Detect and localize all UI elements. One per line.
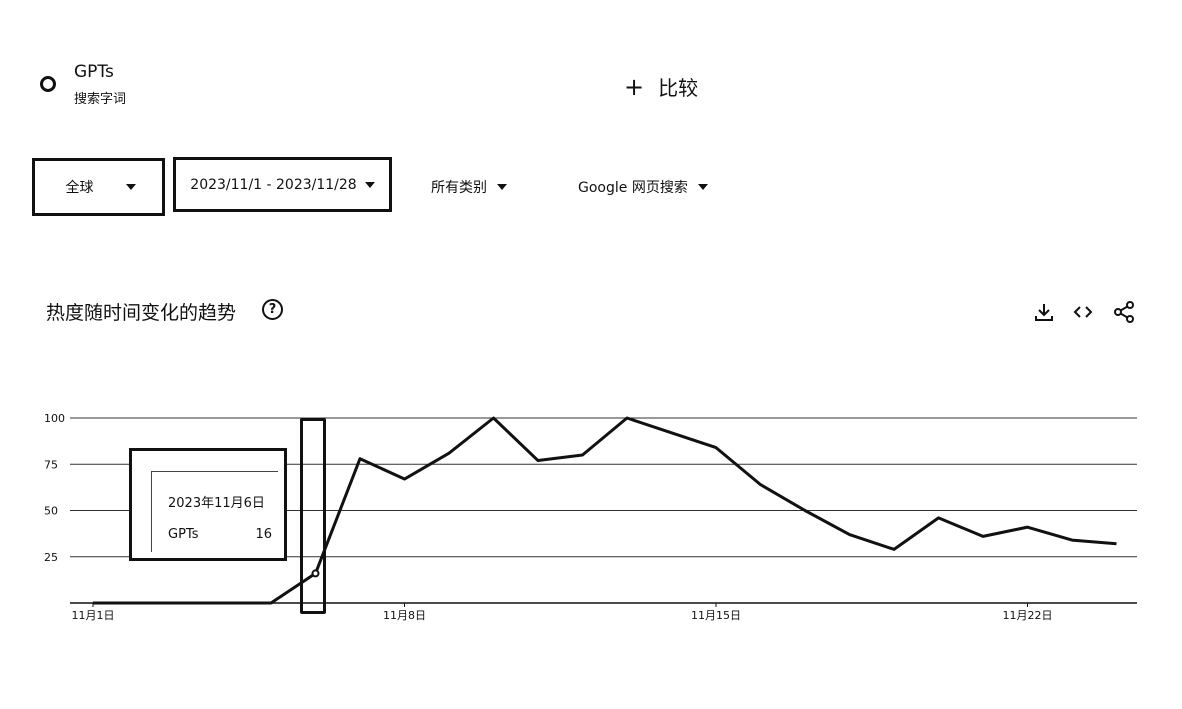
share-icon[interactable] <box>1112 300 1136 324</box>
hover-highlight-frame <box>300 418 326 614</box>
chart-tooltip: 2023年11月6日 GPTs 16 <box>129 448 287 561</box>
caret-down-icon <box>497 184 507 190</box>
y-tick-label: 100 <box>44 412 65 425</box>
help-icon[interactable]: ? <box>262 299 283 320</box>
search-term-name[interactable]: GPTs <box>74 62 114 82</box>
x-tick-label: 11月15日 <box>691 609 741 622</box>
search-term-type: 搜索字词 <box>74 92 127 107</box>
y-tick-label: 75 <box>44 458 58 471</box>
caret-down-icon <box>364 181 375 188</box>
download-icon[interactable] <box>1032 300 1056 324</box>
section-title: 热度随时间变化的趋势 <box>46 302 237 324</box>
caret-down-icon <box>697 184 708 190</box>
trend-line-gpts <box>93 416 1117 605</box>
embed-code-icon[interactable] <box>1071 300 1095 324</box>
tooltip-card: 2023年11月6日 GPTs 16 <box>151 471 278 552</box>
date-range-dropdown[interactable]: 2023/11/1 - 2023/11/28 <box>173 157 392 212</box>
caret-down-icon <box>125 184 136 190</box>
term-marker-icon <box>40 76 56 92</box>
x-tick-label: 11月1日 <box>72 609 115 622</box>
tooltip-value: 16 <box>255 527 272 542</box>
x-tick-label: 11月8日 <box>383 609 426 622</box>
region-dropdown[interactable]: 全球 <box>32 158 165 216</box>
y-tick-label: 50 <box>44 505 58 518</box>
tooltip-date: 2023年11月6日 <box>168 496 265 511</box>
category-label: 所有类别 <box>431 180 487 196</box>
compare-button[interactable]: + 比较 <box>624 72 698 101</box>
region-label: 全球 <box>65 180 94 196</box>
search-source-dropdown[interactable]: Google 网页搜索 <box>578 175 708 199</box>
plus-icon: + <box>624 72 645 101</box>
y-tick-label: 25 <box>44 551 58 564</box>
category-dropdown[interactable]: 所有类别 <box>431 175 507 199</box>
tooltip-term: GPTs <box>168 527 199 542</box>
x-tick-label: 11月22日 <box>1003 609 1053 622</box>
compare-label: 比较 <box>658 76 699 100</box>
highlight-point <box>311 569 320 578</box>
date-range-label: 2023/11/1 - 2023/11/28 <box>190 176 357 193</box>
search-source-label: Google 网页搜索 <box>578 180 688 196</box>
